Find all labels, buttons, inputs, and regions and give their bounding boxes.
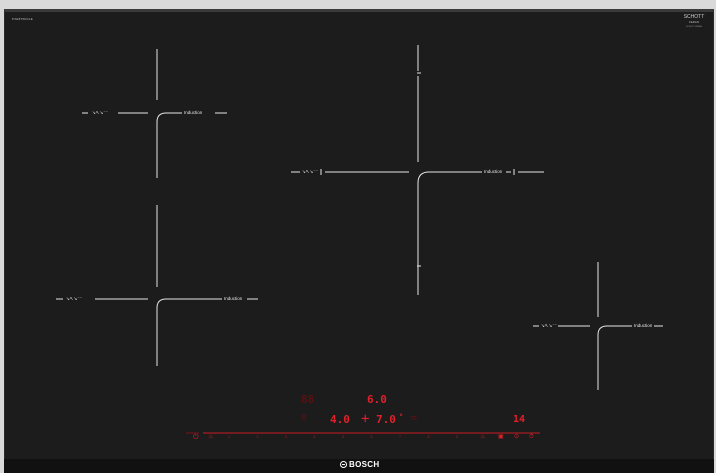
glass-brand-line2: CERAN bbox=[688, 21, 700, 24]
plus-button[interactable]: + bbox=[361, 411, 370, 427]
boost-icon[interactable]: ♨ bbox=[208, 434, 214, 440]
slider-number-7[interactable]: 7 bbox=[399, 435, 401, 439]
display-center-right-dim: = bbox=[411, 413, 418, 424]
glass-surface bbox=[4, 9, 714, 464]
power-icon[interactable]: ⏻ bbox=[193, 434, 199, 441]
glass-brand-line1: SCHOTT bbox=[683, 14, 705, 20]
slider-number-8[interactable]: 8 bbox=[427, 435, 430, 439]
glass-brand-line3: SCHOTT-CERAN bbox=[686, 26, 702, 28]
model-code: PXE875DC1E bbox=[12, 17, 34, 21]
timer-icon[interactable]: ⏱ bbox=[529, 434, 534, 440]
display-timer: 14 bbox=[513, 414, 526, 425]
slider-number-5[interactable]: 5 bbox=[342, 435, 344, 439]
bosch-logo-icon bbox=[340, 461, 347, 468]
display-center-unit: ° bbox=[399, 413, 404, 421]
slider-number-1[interactable]: 1 bbox=[228, 435, 230, 439]
slider-number-9[interactable]: 9 bbox=[456, 435, 458, 439]
menu-icon[interactable]: ⊙ bbox=[514, 434, 520, 440]
zone-front-left-top-label-right: Induction bbox=[184, 110, 203, 115]
glass-brand-logo: SCHOTT CERAN SCHOTT-CERAN bbox=[681, 15, 707, 30]
zone-right-label-right: Induction bbox=[634, 323, 653, 328]
zone-center-label-left: ↘↖↘⁻⁻ bbox=[302, 169, 319, 174]
display-top-right: 6.0 bbox=[367, 393, 387, 406]
bottom-strip bbox=[4, 459, 714, 473]
zone-front-left-bottom-label-right: Induction bbox=[224, 296, 243, 301]
brand-logo: BOSCH bbox=[340, 460, 379, 469]
zone-front-left-bottom-label-left: ↘↖↘⁻⁻ bbox=[66, 296, 83, 301]
slider-number-3[interactable]: 3 bbox=[285, 435, 287, 439]
keep-warm-icon[interactable]: ♨ bbox=[480, 434, 486, 440]
zone-center-label-right: Induction bbox=[484, 169, 503, 174]
slider-number-4[interactable]: 4 bbox=[313, 435, 316, 439]
display-top-left-dim: 88 bbox=[301, 393, 315, 406]
display-left-dim: ≡ bbox=[301, 413, 307, 423]
display-left: 4.0 bbox=[330, 413, 350, 426]
zone-right-label-left: ↘↖↘⁻⁻ bbox=[541, 323, 558, 328]
brand-name: BOSCH bbox=[349, 460, 380, 469]
display-center: 7.0 bbox=[376, 413, 396, 426]
slider-number-6[interactable]: 6 bbox=[370, 435, 373, 439]
childlock-icon[interactable]: ▣ bbox=[498, 434, 504, 440]
zone-front-left-top-label-left: ↘↖↘⁻⁻ bbox=[92, 110, 109, 115]
slider-number-2[interactable]: 2 bbox=[256, 435, 259, 439]
